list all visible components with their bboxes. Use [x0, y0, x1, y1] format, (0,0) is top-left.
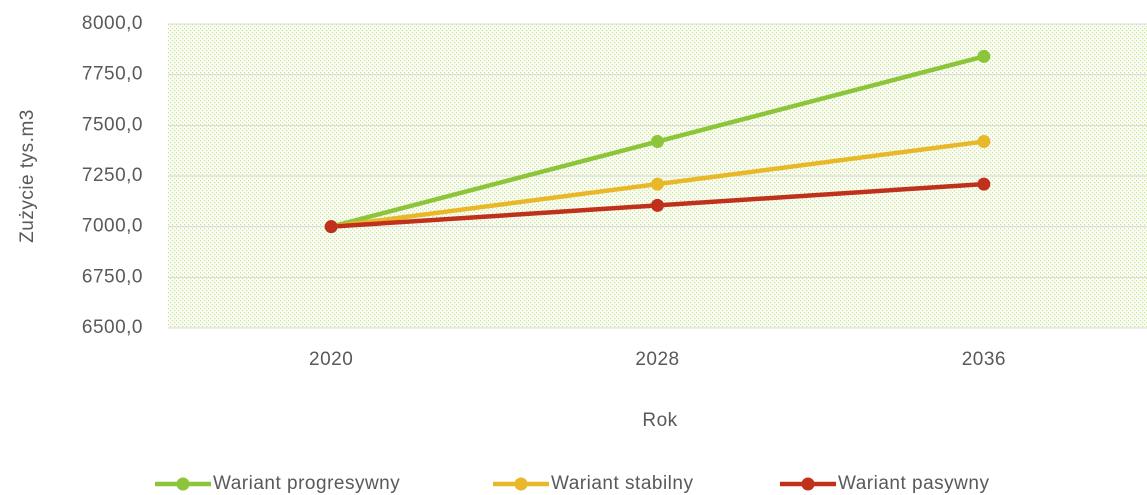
data-point [977, 135, 991, 149]
x-tick-label: 2028 [635, 349, 679, 370]
y-tick-label: 6500,0 [82, 317, 143, 338]
data-point [977, 49, 991, 63]
x-tick-label: 2036 [962, 349, 1006, 370]
legend-marker [514, 477, 528, 491]
x-tick-label: 2020 [309, 349, 353, 370]
data-point [651, 198, 664, 212]
x-axis-label: Rok [642, 410, 677, 431]
data-point [651, 177, 664, 191]
data-point [324, 220, 338, 234]
y-tick-label: 7000,0 [82, 216, 143, 237]
y-tick-label: 7500,0 [82, 114, 143, 135]
legend-label: Wariant stabilny [551, 473, 693, 494]
legend-label: Wariant pasywny [838, 473, 989, 494]
data-point [977, 177, 991, 191]
y-tick-label: 8000,0 [82, 13, 143, 34]
y-tick-label: 6750,0 [82, 266, 143, 287]
y-tick-label: 7250,0 [82, 165, 143, 186]
legend-marker [176, 477, 190, 491]
y-axis-label: Zużycie tys.m3 [17, 109, 38, 243]
legend-label: Wariant progresywny [213, 473, 400, 494]
legend-marker [801, 477, 815, 491]
data-point [651, 135, 664, 149]
y-tick-label: 7750,0 [82, 64, 143, 85]
